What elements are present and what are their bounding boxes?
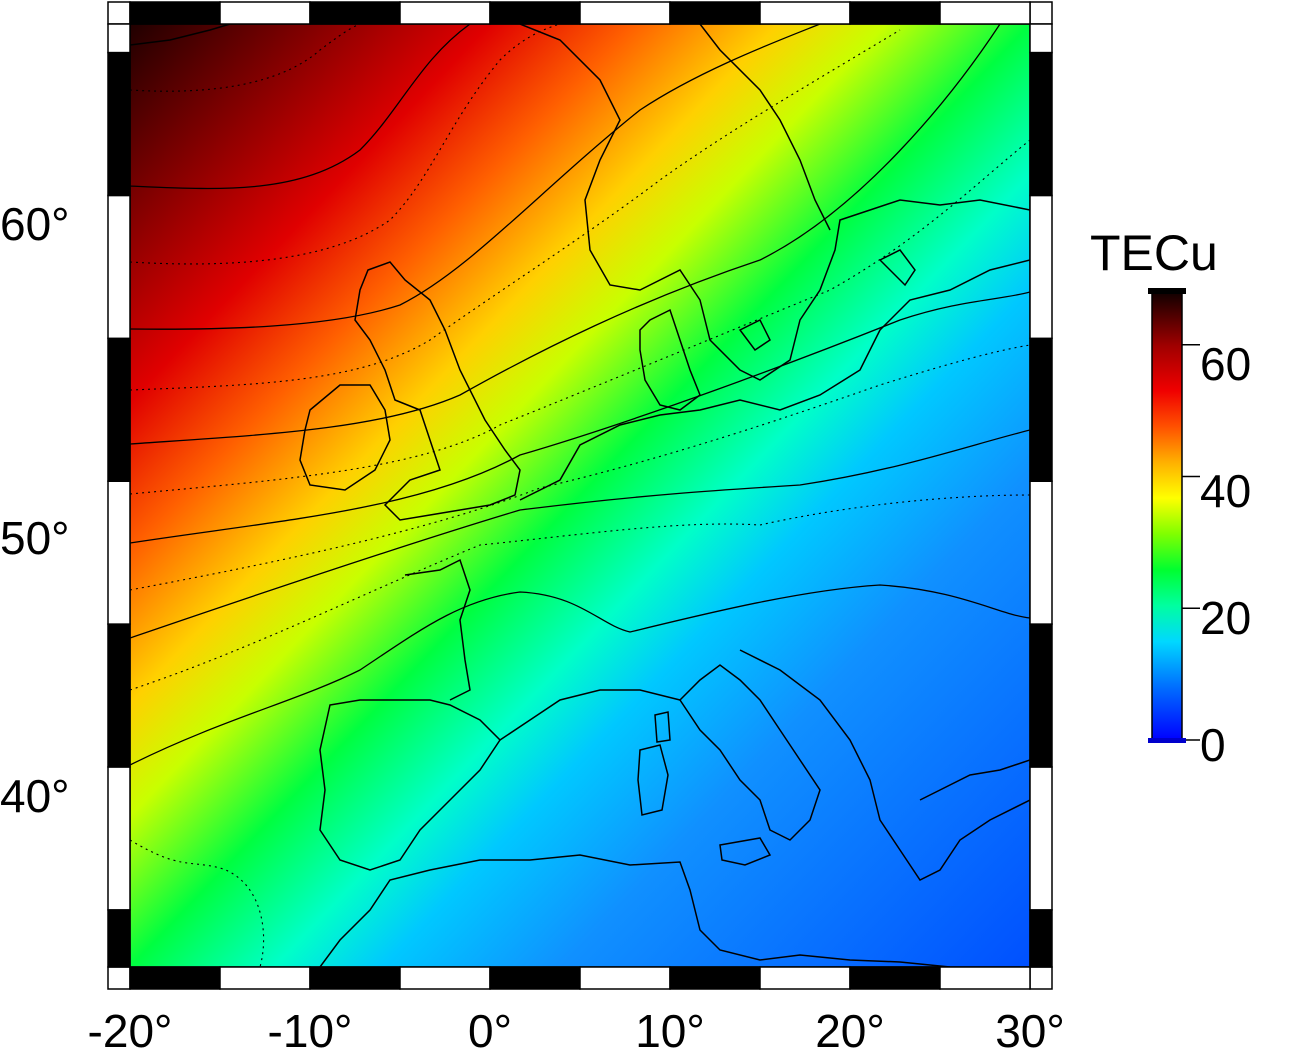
- coastlines: [130, 24, 1030, 967]
- frame-segment-bottom: [309, 966, 401, 990]
- colorbar-tick-label: 40: [1200, 465, 1252, 517]
- frame-segment-top: [219, 1, 311, 25]
- frame-segment-top: [489, 1, 581, 25]
- frame-segment-bottom: [129, 966, 221, 990]
- contour-lines-dotted: [130, 24, 1030, 967]
- frame-segment-right: [1029, 766, 1053, 911]
- coastline-iberia: [319, 699, 501, 871]
- frame-segment-right: [1029, 909, 1053, 968]
- lat-label: 40°: [0, 770, 70, 822]
- lon-label: 20°: [815, 1005, 885, 1057]
- frame-segment-left: [107, 623, 131, 768]
- frame-segment-left: [107, 23, 131, 54]
- coastline-north-europe: [519, 259, 1030, 501]
- tec-field: [130, 24, 1030, 967]
- colorbar-ramp: [1151, 291, 1183, 741]
- coastline-italy: [679, 664, 821, 841]
- frame-segment-bottom: [399, 966, 491, 990]
- frame-segment-left: [107, 194, 131, 340]
- frame-segment-left: [107, 766, 131, 911]
- coastline-balkans: [739, 649, 1030, 881]
- coastline-france: [404, 558, 471, 701]
- lon-label: 30°: [995, 1005, 1065, 1057]
- frame-corner: [1029, 1, 1053, 25]
- contour-lines: [130, 24, 1030, 766]
- lat-label: 50°: [0, 512, 70, 564]
- lon-label: -10°: [267, 1005, 353, 1057]
- coastline-great-britain: [354, 261, 521, 521]
- lat-label: 60°: [0, 198, 70, 250]
- lon-label: -20°: [87, 1005, 173, 1057]
- frame-segment-bottom: [489, 966, 581, 990]
- frame-segment-left: [107, 337, 131, 482]
- colorbar-tick-label: 60: [1200, 338, 1252, 390]
- coastline-sardinia: [637, 744, 669, 816]
- frame-segment-left: [107, 909, 131, 968]
- colorbar-cap: [1148, 288, 1186, 294]
- coastline-ireland: [299, 384, 391, 491]
- colorbar: [1148, 288, 1200, 743]
- frame-segment-right: [1029, 480, 1053, 625]
- coastline-scandinavia: [519, 24, 1030, 381]
- coastline-sicily: [719, 837, 772, 866]
- frame-segment-bottom: [849, 966, 941, 990]
- frame-segment-bottom: [759, 966, 851, 990]
- frame-segment-top: [669, 1, 761, 25]
- coastline-iceland: [130, 24, 231, 46]
- frame-segment-bottom: [669, 966, 761, 990]
- frame-segment-right: [1029, 337, 1053, 482]
- frame-segment-right: [1029, 623, 1053, 768]
- frame-corner: [107, 966, 131, 990]
- frame-corner: [1029, 966, 1053, 990]
- lon-label: 0°: [468, 1005, 512, 1057]
- colorbar-tick-label: 0: [1200, 719, 1226, 771]
- frame-segment-bottom: [579, 966, 671, 990]
- colorbar-cap: [1148, 738, 1186, 743]
- frame-segment-top: [849, 1, 941, 25]
- map-frame: [107, 1, 1053, 990]
- coastline-north-africa: [319, 854, 951, 967]
- frame-segment-right: [1029, 23, 1053, 54]
- frame-segment-top: [939, 1, 1031, 25]
- frame-segment-top: [129, 1, 221, 25]
- colorbar-ticks: [1148, 288, 1200, 743]
- frame-segment-right: [1029, 194, 1053, 340]
- colorbar-tick-label: 20: [1200, 592, 1252, 644]
- coastline-denmark: [639, 308, 701, 411]
- frame-segment-left: [107, 480, 131, 625]
- frame-segment-top: [309, 1, 401, 25]
- frame-segment-top: [399, 1, 491, 25]
- coastline-corsica: [654, 711, 671, 743]
- frame-corner: [107, 1, 131, 25]
- frame-segment-left: [107, 51, 131, 197]
- frame-segment-bottom: [939, 966, 1031, 990]
- frame-segment-top: [579, 1, 671, 25]
- frame-segment-bottom: [219, 966, 311, 990]
- colorbar-unit-label: TECu: [1090, 225, 1218, 281]
- frame-segment-right: [1029, 51, 1053, 197]
- lon-label: 10°: [635, 1005, 705, 1057]
- frame-segment-top: [759, 1, 851, 25]
